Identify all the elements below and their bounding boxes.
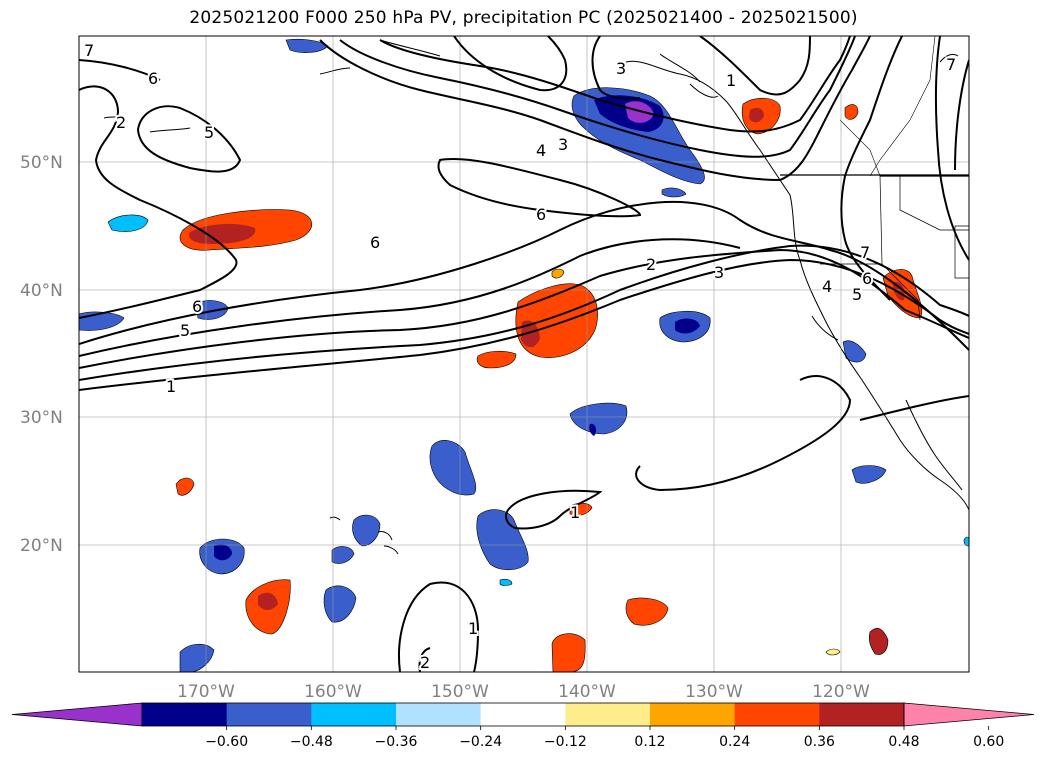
longitude-labels: 170°W 160°W 150°W 140°W 130°W 120°W bbox=[177, 682, 870, 702]
contour-label-5: 5 bbox=[180, 321, 190, 340]
contour-label-2: 2 bbox=[420, 653, 430, 672]
colorbar-segment bbox=[311, 703, 397, 726]
lon-label-120w: 120°W bbox=[812, 682, 870, 702]
contour-label-4: 4 bbox=[822, 277, 832, 296]
colorbar-tick-label: 0.36 bbox=[804, 734, 835, 750]
colorbar-frame bbox=[141, 702, 905, 727]
contour-label-7: 7 bbox=[84, 41, 94, 60]
colorbar-tick-label: −0.12 bbox=[544, 734, 587, 750]
contour-label-3: 3 bbox=[616, 59, 626, 78]
lon-label-130w: 130°W bbox=[685, 682, 743, 702]
colorbar-extend-min bbox=[11, 702, 143, 727]
contour-label-6: 6 bbox=[536, 205, 546, 224]
colorbar-segment bbox=[480, 703, 566, 726]
colorbar-tick-label: 0.24 bbox=[719, 734, 750, 750]
colorbar-segment bbox=[142, 703, 228, 726]
contour-label-6: 6 bbox=[192, 297, 202, 316]
colorbar-segment bbox=[396, 703, 482, 726]
lat-label-20n: 20°N bbox=[20, 536, 63, 556]
colorbar-extend-max bbox=[903, 702, 1035, 727]
negative-anomaly-patches bbox=[79, 38, 969, 672]
colorbar-tick-label: −0.48 bbox=[290, 734, 333, 750]
lon-label-140w: 140°W bbox=[558, 682, 616, 702]
contour-labels: 1 5 6 6 6 6 5 4 3 3 2 3 1 7 6 4 5 7 7 1 … bbox=[82, 39, 958, 672]
contour-label-5: 5 bbox=[852, 285, 862, 304]
precipitation-shading bbox=[79, 38, 969, 672]
contour-label-1: 1 bbox=[726, 71, 736, 90]
map-plot-area: 1 5 6 6 6 6 5 4 3 3 2 3 1 7 6 4 5 7 7 1 … bbox=[79, 36, 969, 672]
colorbar: −0.60 −0.48 −0.36 −0.24 −0.12 0.12 0.24 0.36 0.4… bbox=[11, 702, 1035, 750]
lon-label-170w: 170°W bbox=[177, 682, 235, 702]
contour-label-7: 7 bbox=[946, 55, 956, 74]
colorbar-segment bbox=[734, 703, 820, 726]
pv-contours bbox=[79, 36, 969, 672]
contour-label-6: 6 bbox=[148, 69, 158, 88]
colorbar-segment bbox=[226, 703, 312, 726]
map-title: 2025021200 F000 250 hPa PV, precipitatio… bbox=[189, 8, 858, 28]
lon-label-160w: 160°W bbox=[304, 682, 362, 702]
lon-label-150w: 150°W bbox=[431, 682, 489, 702]
contour-label-2: 2 bbox=[116, 113, 126, 132]
gridlines bbox=[79, 36, 969, 672]
colorbar-segment bbox=[819, 703, 905, 726]
contour-label-1: 1 bbox=[468, 619, 478, 638]
colorbar-tick-label: −0.36 bbox=[375, 734, 418, 750]
contour-label-6: 6 bbox=[370, 233, 380, 252]
lat-label-50n: 50°N bbox=[20, 153, 63, 173]
contour-label-1: 1 bbox=[570, 503, 580, 522]
colorbar-tick-label: 0.12 bbox=[634, 734, 665, 750]
contour-label-6: 6 bbox=[862, 269, 872, 288]
lat-label-30n: 30°N bbox=[20, 408, 63, 428]
contour-label-7: 7 bbox=[860, 243, 870, 262]
colorbar-segment bbox=[650, 703, 736, 726]
contour-label-5: 5 bbox=[204, 123, 214, 142]
contour-label-4: 4 bbox=[536, 141, 546, 160]
lat-label-40n: 40°N bbox=[20, 281, 63, 301]
contour-label-3: 3 bbox=[558, 135, 568, 154]
latitude-labels: 50°N 40°N 30°N 20°N bbox=[20, 153, 63, 556]
colorbar-segment bbox=[565, 703, 651, 726]
contour-label-2: 2 bbox=[646, 255, 656, 274]
colorbar-tick-label: 0.60 bbox=[973, 734, 1004, 750]
colorbar-tick-label: −0.60 bbox=[205, 734, 248, 750]
colorbar-tick-label: −0.24 bbox=[459, 734, 502, 750]
positive-anomaly-patches bbox=[175, 97, 923, 672]
contour-label-3: 3 bbox=[714, 263, 724, 282]
colorbar-tick-label: 0.48 bbox=[888, 734, 919, 750]
contour-label-1: 1 bbox=[166, 377, 176, 396]
map-frame bbox=[78, 35, 970, 673]
